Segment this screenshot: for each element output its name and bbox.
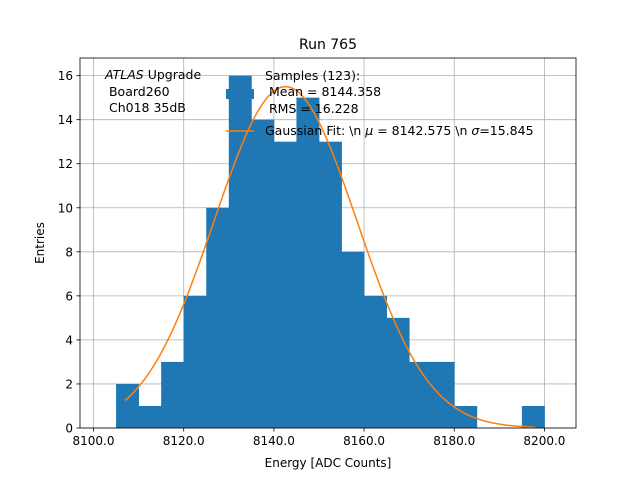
x-tick-label: 8180.0 bbox=[433, 434, 475, 448]
annotation-line-1: ATLAS Upgrade bbox=[104, 67, 201, 82]
annotation-board: Board260 bbox=[105, 84, 170, 99]
x-tick-label: 8120.0 bbox=[163, 434, 205, 448]
legend-fit-mu: = 8142.575 \n bbox=[373, 123, 471, 138]
histogram-bar bbox=[183, 295, 207, 428]
histogram-bar bbox=[161, 361, 185, 428]
histogram-bar bbox=[138, 405, 162, 428]
histogram-bar bbox=[273, 141, 297, 428]
y-axis-ticks: 0 2 4 6 8 10 12 14 16 bbox=[58, 69, 80, 436]
histogram-bar bbox=[386, 317, 410, 428]
y-tick-label: 8 bbox=[65, 245, 73, 259]
atlas-annotation: ATLAS Upgrade Board260 Ch018 35dB bbox=[104, 67, 201, 115]
legend-hist-swatch bbox=[226, 89, 254, 99]
histogram-bar bbox=[341, 251, 365, 428]
x-tick-label: 8140.0 bbox=[253, 434, 295, 448]
histogram-bar bbox=[364, 295, 388, 428]
plot-frame bbox=[79, 57, 577, 429]
annotation-atlas: ATLAS bbox=[104, 67, 144, 82]
y-tick-label: 6 bbox=[65, 289, 73, 303]
legend-hist-line-3: RMS = 16.228 bbox=[265, 101, 359, 116]
x-tick-label: 8100.0 bbox=[73, 434, 115, 448]
histogram-bar bbox=[251, 119, 275, 429]
y-tick-label: 12 bbox=[58, 157, 73, 171]
histogram-bar bbox=[206, 207, 230, 428]
y-tick-label: 16 bbox=[58, 69, 73, 83]
y-tick-label: 10 bbox=[58, 201, 73, 215]
legend-fit-mu-symbol: μ bbox=[364, 123, 373, 138]
legend: Samples (123): Mean = 8144.358 RMS = 16.… bbox=[226, 68, 534, 138]
histogram-bars bbox=[116, 75, 545, 429]
annotation-upgrade: Upgrade bbox=[144, 67, 202, 82]
x-tick-label: 8200.0 bbox=[523, 434, 565, 448]
histogram-bar bbox=[296, 97, 320, 429]
x-axis-ticks: 8100.0 8120.0 8140.0 8160.0 8180.0 8200.0 bbox=[73, 428, 565, 448]
gaussian-fit-line bbox=[124, 85, 536, 428]
histogram-bar bbox=[431, 361, 455, 428]
legend-fit-sigma-symbol: σ bbox=[471, 123, 480, 138]
y-tick-label: 4 bbox=[65, 333, 73, 347]
legend-fit-sigma: =15.845 bbox=[479, 123, 533, 138]
annotation-channel: Ch018 35dB bbox=[105, 100, 186, 115]
x-tick-label: 8160.0 bbox=[343, 434, 385, 448]
legend-hist-line-2: Mean = 8144.358 bbox=[265, 84, 381, 99]
chart-title: Run 765 bbox=[299, 37, 357, 53]
y-tick-label: 14 bbox=[58, 113, 73, 127]
legend-fit-prefix: Gaussian Fit: \n bbox=[265, 123, 365, 138]
histogram-bar bbox=[521, 405, 545, 428]
y-axis-label: Entries bbox=[33, 222, 47, 264]
y-tick-label: 0 bbox=[65, 422, 73, 436]
histogram-bar bbox=[116, 383, 140, 428]
legend-fit-label: Gaussian Fit: \n μ = 8142.575 \n σ=15.84… bbox=[265, 123, 534, 138]
legend-hist-line-1: Samples (123): bbox=[265, 68, 360, 83]
histogram-bar bbox=[318, 141, 342, 428]
x-axis-label: Energy [ADC Counts] bbox=[265, 456, 392, 470]
y-tick-label: 2 bbox=[65, 377, 73, 391]
